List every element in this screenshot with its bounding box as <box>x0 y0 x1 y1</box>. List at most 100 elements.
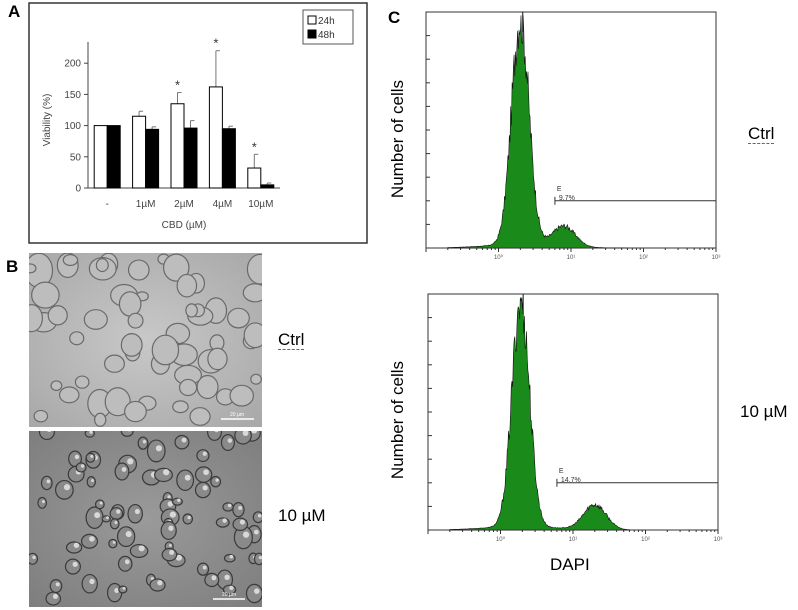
cell-highlight <box>127 458 134 465</box>
cell <box>220 434 235 451</box>
cell-highlight <box>73 542 80 548</box>
cell <box>85 506 104 529</box>
significance-marker: * <box>175 78 180 93</box>
x-tick-label: 10² <box>639 255 648 261</box>
cell <box>65 541 83 554</box>
cell-highlight <box>211 575 217 581</box>
bar-24h <box>247 167 262 189</box>
cell <box>149 578 166 592</box>
cell-highlight <box>121 467 127 472</box>
cell <box>174 434 190 450</box>
y-axis-title: Viability (%) <box>42 94 53 147</box>
cell <box>176 469 195 491</box>
scale-bar-label-ctrl: 20 µm <box>230 412 244 418</box>
cell-highlight <box>202 485 208 491</box>
cell <box>29 304 43 333</box>
cell <box>54 479 74 500</box>
cell <box>104 387 131 417</box>
x-tick-label: 10µM <box>248 199 273 210</box>
cell <box>47 305 68 326</box>
cell <box>62 254 79 267</box>
cell <box>75 462 87 473</box>
cell <box>232 517 249 531</box>
y-tick-label: 100 <box>64 121 81 132</box>
cell <box>64 558 81 575</box>
cell-highlight <box>122 586 126 590</box>
cell-highlight <box>214 431 219 433</box>
cell <box>40 475 53 491</box>
plot-frame <box>427 293 719 531</box>
cell <box>120 431 134 437</box>
bar-48h <box>260 184 275 189</box>
cell <box>118 291 142 317</box>
flow-histogram-10um: 10⁰ 10¹ 10² 10³ E 14.7% <box>427 293 723 543</box>
x-tick-label: 4µM <box>213 199 233 210</box>
cell <box>232 502 245 518</box>
cell <box>204 572 220 588</box>
cell-highlight <box>114 588 120 593</box>
flow-histogram-ctrl: 10⁰ 10¹ 10² 10³ E 9.7% <box>425 11 720 261</box>
cell <box>86 476 96 488</box>
cell <box>242 283 262 303</box>
cell-highlight <box>116 509 121 514</box>
cell <box>194 481 211 499</box>
cell-highlight <box>41 500 45 504</box>
significance-marker: * <box>213 36 218 51</box>
x-tick-label: 10⁰ <box>494 254 504 261</box>
cell <box>124 400 147 423</box>
cell <box>118 585 128 594</box>
cell <box>196 449 210 463</box>
cell-highlight <box>80 464 85 468</box>
histogram-area <box>447 15 628 249</box>
bar-24h <box>208 86 223 189</box>
cell-highlight <box>155 445 162 452</box>
cell <box>120 333 143 357</box>
bar-48h <box>183 127 198 189</box>
micrograph-ctrl: 20 µm <box>29 253 262 427</box>
x-tick-label: 10¹ <box>567 255 576 261</box>
cell-highlight <box>63 484 71 491</box>
bar-24h <box>170 103 185 189</box>
cell <box>210 475 222 488</box>
cell <box>129 543 149 559</box>
cell-highlight <box>157 580 163 586</box>
cell-highlight <box>89 536 95 542</box>
cell-highlight <box>222 518 227 523</box>
bar-48h <box>145 128 160 189</box>
cell-highlight <box>184 474 191 481</box>
cell <box>109 518 120 530</box>
x-tick-label: 10³ <box>714 537 723 543</box>
histogram-xlabel: DAPI <box>550 555 590 574</box>
legend-swatch <box>307 15 317 25</box>
cell <box>69 331 85 346</box>
cell-highlight <box>74 454 80 460</box>
cell <box>38 431 56 441</box>
cell-highlight <box>114 520 118 524</box>
gate-label: E <box>557 186 562 193</box>
x-tick-label: 2µM <box>174 199 194 210</box>
legend-swatch <box>307 29 317 39</box>
y-tick-label: 200 <box>64 59 81 70</box>
viability-bar-chart: 0 50 100 150 200 Viability (%) CBD (µM) - 1µM 2µM… <box>28 2 368 244</box>
cell <box>250 373 262 385</box>
micrograph-10um: 20 µm <box>29 431 262 607</box>
cell <box>223 553 236 563</box>
cell-highlight <box>175 554 183 561</box>
significance-marker: * <box>252 139 257 154</box>
cell-highlight <box>215 478 219 482</box>
cell-highlight <box>168 543 172 547</box>
cell-highlight <box>52 593 58 599</box>
cell <box>85 452 96 463</box>
histogram-10um-ylabel-box: Number of cells <box>388 310 408 530</box>
cell-highlight <box>258 555 262 560</box>
cell-highlight <box>47 431 52 433</box>
cell <box>83 309 108 330</box>
cell-highlight <box>91 479 94 483</box>
cell-highlight <box>167 495 171 499</box>
cell <box>127 259 150 281</box>
bar-24h <box>132 115 147 189</box>
cell-highlight <box>239 519 245 525</box>
cell <box>116 526 136 548</box>
cell-highlight <box>227 503 232 508</box>
cell <box>58 386 80 404</box>
